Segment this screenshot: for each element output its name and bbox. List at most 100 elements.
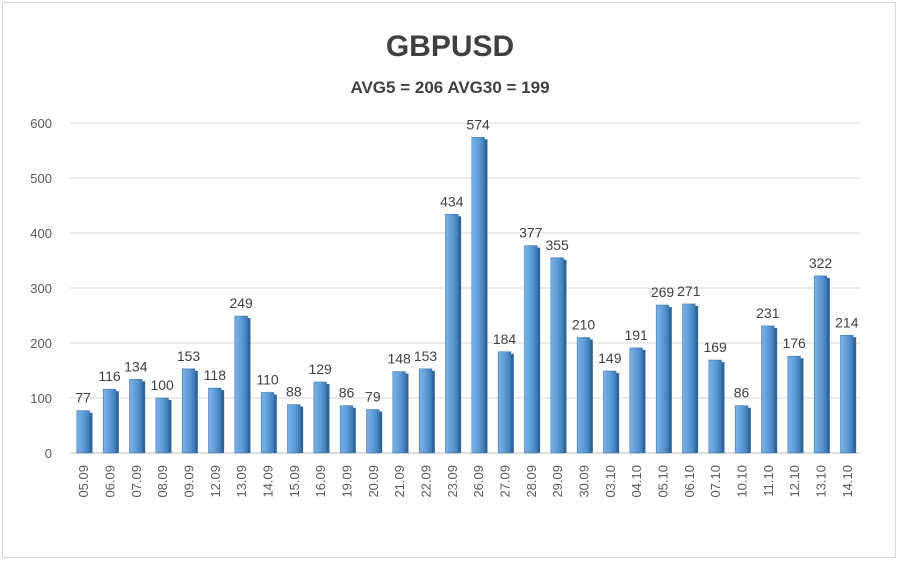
data-label: 271	[677, 283, 701, 299]
data-label: 574	[466, 116, 490, 132]
data-label: 176	[782, 335, 806, 351]
data-label: 191	[624, 327, 648, 343]
data-label: 79	[365, 389, 381, 405]
bar-shadow	[853, 337, 857, 453]
bar	[287, 404, 301, 454]
data-label: 86	[734, 385, 750, 401]
bar	[339, 405, 354, 454]
data-label: 214	[835, 314, 859, 330]
bar-shadow	[458, 216, 462, 453]
data-label: 355	[545, 237, 569, 253]
bar-shadow	[115, 391, 119, 453]
data-label: 169	[703, 339, 727, 355]
bar-shadow	[142, 381, 146, 453]
bar-shadow	[431, 370, 435, 453]
bar	[313, 381, 327, 454]
bar-shadow	[510, 353, 514, 453]
data-label: 249	[229, 295, 253, 311]
bar	[603, 370, 617, 454]
x-tick-label: 07.10	[708, 465, 723, 498]
data-label: 269	[651, 284, 675, 300]
bar	[445, 214, 459, 454]
bar-shadow	[484, 139, 488, 454]
bar-shadow	[537, 247, 541, 453]
x-tick-label: 22.09	[419, 465, 434, 498]
bar-shadow	[826, 277, 830, 453]
y-tick-label: 500	[30, 171, 52, 186]
bar	[102, 388, 117, 454]
bar	[550, 257, 564, 454]
x-tick-label: 12.10	[787, 465, 802, 498]
x-tick-label: 07.09	[129, 465, 144, 498]
bar	[813, 275, 828, 454]
bar	[155, 397, 169, 454]
bar-shadow	[800, 358, 804, 453]
data-label: 231	[756, 305, 780, 321]
bar	[366, 409, 380, 454]
bar	[234, 315, 248, 454]
data-label: 110	[256, 372, 279, 388]
x-tick-label: 27.09	[498, 465, 513, 498]
bar-shadow	[747, 407, 751, 453]
bar-shadow	[695, 305, 699, 453]
bar	[497, 351, 512, 454]
bar	[787, 355, 801, 454]
bar-shadow	[168, 400, 172, 453]
bar	[392, 371, 406, 454]
y-tick-label: 300	[30, 281, 52, 296]
y-tick-label: 100	[30, 391, 52, 406]
bar	[471, 137, 485, 454]
bar	[655, 304, 670, 454]
x-tick-label: 28.09	[524, 465, 539, 498]
data-label: 153	[414, 348, 438, 364]
data-label: 322	[809, 255, 833, 271]
data-label: 148	[387, 351, 411, 367]
bar-shadow	[616, 373, 620, 453]
data-label: 210	[572, 317, 596, 333]
x-tick-label: 23.09	[445, 465, 460, 498]
x-tick-label: 21.09	[392, 465, 407, 498]
data-label: 377	[519, 225, 543, 241]
data-label: 100	[150, 377, 174, 393]
bar	[734, 405, 749, 454]
x-tick-label: 16.09	[313, 465, 328, 498]
x-tick-label: 05.09	[76, 465, 91, 498]
x-tick-label: 13.10	[814, 465, 829, 498]
x-tick-label: 15.09	[287, 465, 302, 498]
x-tick-label: 14.10	[840, 465, 855, 498]
x-tick-label: 13.09	[234, 465, 249, 498]
data-label: 86	[339, 385, 355, 401]
bar-shadow	[247, 318, 251, 453]
bar	[260, 392, 275, 454]
bar	[76, 410, 90, 454]
bar-shadow	[589, 339, 593, 453]
x-tick-label: 19.09	[340, 465, 355, 498]
data-label: 184	[493, 331, 517, 347]
bar	[576, 337, 591, 454]
chart-subtitle: AVG5 = 206 AVG30 = 199	[350, 78, 550, 97]
y-tick-label: 600	[30, 116, 52, 131]
x-tick-label: 14.09	[261, 465, 276, 498]
data-label: 129	[308, 361, 332, 377]
x-tick-label: 12.09	[208, 465, 223, 498]
bar	[524, 245, 538, 454]
bar-shadow	[352, 407, 356, 453]
bar	[129, 378, 143, 454]
bar-shadow	[405, 373, 409, 453]
bar	[761, 325, 775, 454]
bar-shadow	[194, 370, 198, 453]
x-tick-label: 06.10	[682, 465, 697, 498]
y-tick-label: 200	[30, 336, 52, 351]
data-label: 149	[598, 350, 622, 366]
bar-shadow	[563, 259, 567, 453]
bar	[208, 387, 222, 454]
bar	[708, 359, 722, 454]
bar-shadow	[774, 327, 778, 453]
bar-shadow	[221, 390, 225, 453]
x-tick-label: 06.09	[103, 465, 118, 498]
y-tick-label: 400	[30, 226, 52, 241]
data-label: 134	[124, 358, 148, 374]
data-label: 116	[98, 368, 121, 384]
bar	[840, 334, 854, 454]
x-tick-label: 26.09	[471, 465, 486, 498]
